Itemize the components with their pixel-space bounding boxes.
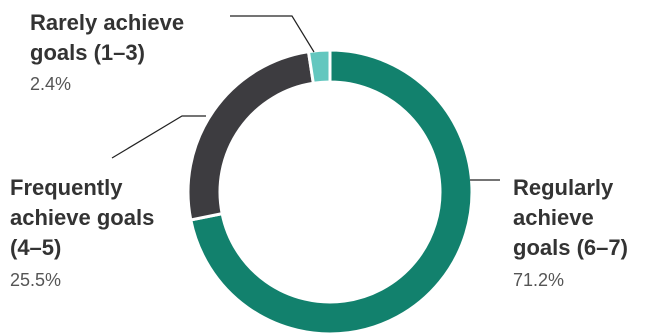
label-rarely-line-1: Rarely achieve	[30, 10, 184, 35]
label-frequently-line-3: (4–5)	[10, 235, 61, 260]
label-frequently-line-1: Frequently	[10, 175, 123, 200]
label-regularly-line-1: Regularly	[513, 175, 614, 200]
leader-line-rarely	[230, 15, 315, 53]
label-regularly: Regularly achieve goals (6–7) 71.2%	[513, 175, 628, 290]
label-rarely: Rarely achieve goals (1–3) 2.4%	[30, 10, 184, 94]
value-rarely: 2.4%	[30, 74, 71, 94]
label-regularly-line-3: goals (6–7)	[513, 235, 628, 260]
label-regularly-line-2: achieve	[513, 205, 594, 230]
donut-slices	[186, 48, 474, 335]
slice-rarely	[306, 48, 332, 85]
slice-frequently	[186, 49, 316, 222]
label-rarely-line-2: goals (1–3)	[30, 40, 145, 65]
value-regularly: 71.2%	[513, 270, 564, 290]
label-frequently: Frequently achieve goals (4–5) 25.5%	[10, 175, 154, 290]
leader-line-frequently	[111, 115, 206, 159]
value-frequently: 25.5%	[10, 270, 61, 290]
label-frequently-line-2: achieve goals	[10, 205, 154, 230]
slice-regularly	[189, 48, 474, 335]
